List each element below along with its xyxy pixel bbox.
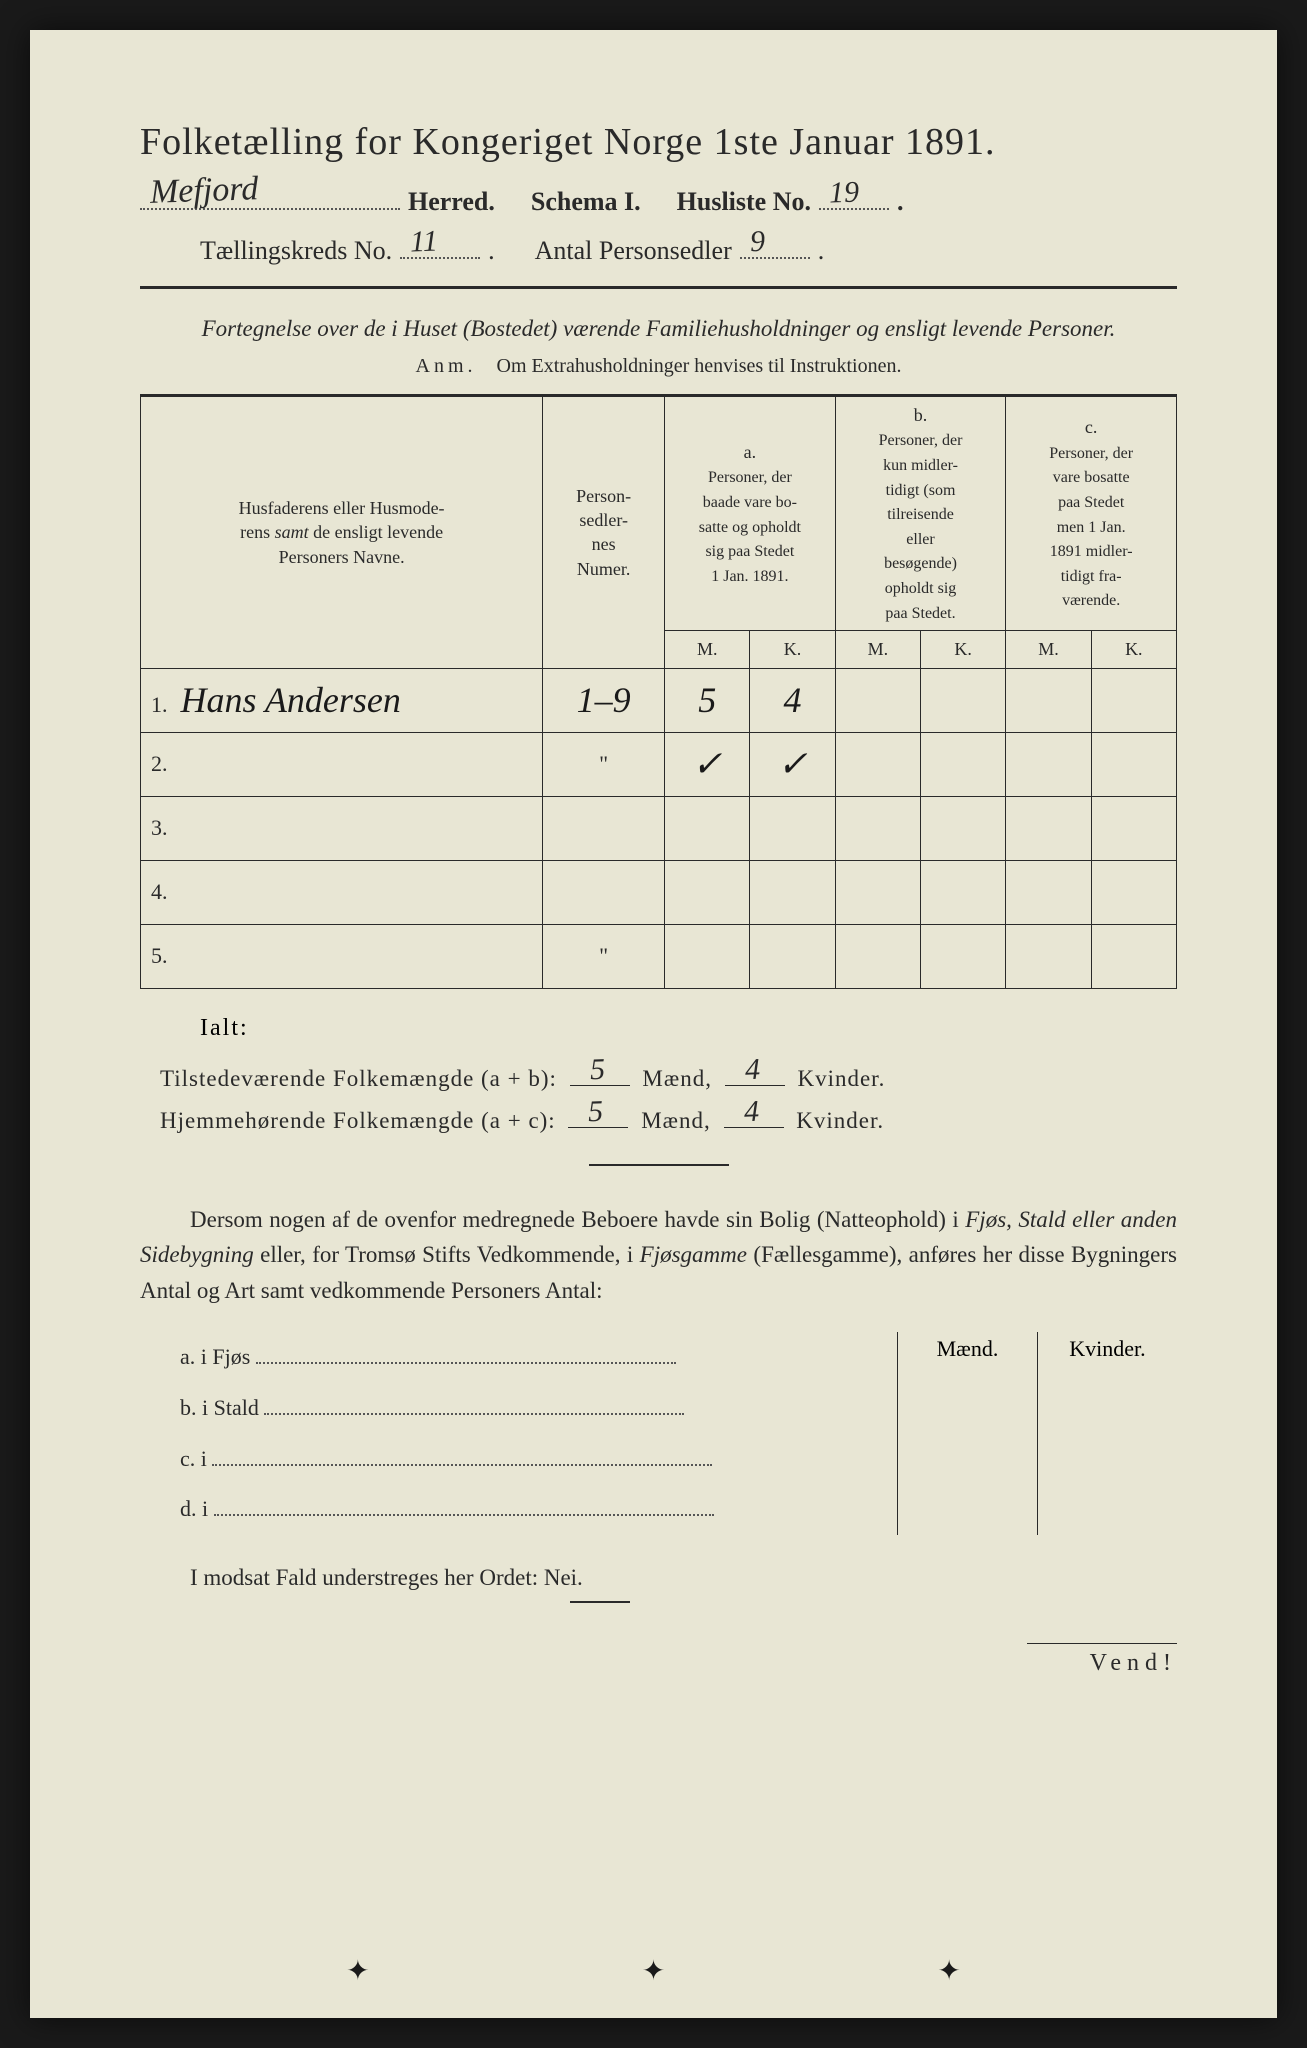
kvinder-col: Kvinder. xyxy=(1038,1332,1177,1534)
census-table: Husfaderens eller Husmode-rens samt de e… xyxy=(140,394,1177,988)
bottom-mk-cols: Mænd. Kvinder. xyxy=(897,1332,1177,1534)
col-c-head: c. Personer, dervare bosattepaa Stedetme… xyxy=(1006,396,1177,631)
col-c-m: M. xyxy=(1006,631,1091,668)
bottom-block: a. i Fjøs b. i Stald c. i d. i Mænd. Kvi… xyxy=(140,1332,1177,1534)
antal-field: 9 xyxy=(740,231,810,259)
header-row-2: Tællingskreds No. 11 . Antal Personsedle… xyxy=(140,231,1177,266)
husliste-label: Husliste No. xyxy=(677,187,811,217)
kreds-handwritten: 11 xyxy=(410,225,439,260)
nei-line: I modsat Fald understreges her Ordet: Ne… xyxy=(190,1565,1177,1591)
col-a-m: M. xyxy=(665,631,750,668)
antal-label: Antal Personsedler xyxy=(535,236,732,266)
col-b-head: b. Personer, derkun midler-tidigt (somti… xyxy=(835,396,1006,631)
list-item: b. i Stald xyxy=(180,1383,897,1434)
list-item: d. i xyxy=(180,1484,897,1535)
summary-line-1: Tilstedeværende Folkemængde (a + b): 5 M… xyxy=(160,1060,1177,1092)
table-row: 1. Hans Andersen 1–9 5 4 xyxy=(141,668,1177,732)
schema-label: Schema I. xyxy=(531,187,641,217)
divider-short xyxy=(589,1164,729,1166)
col-b-k: K. xyxy=(921,631,1006,668)
antal-handwritten: 9 xyxy=(749,225,765,260)
table-body: 1. Hans Andersen 1–9 5 4 2. " ✓ ✓ 3. 4. xyxy=(141,668,1177,988)
anm-text: Om Extrahusholdninger henvises til Instr… xyxy=(497,355,902,377)
col-c-k: K. xyxy=(1091,631,1176,668)
husliste-handwritten: 19 xyxy=(828,175,859,210)
husliste-field: 19 xyxy=(819,182,889,210)
col-a-head: a. Personer, derbaade vare bo-satte og o… xyxy=(665,396,836,631)
annotation-line: Anm. Om Extrahusholdninger henvises til … xyxy=(140,355,1177,378)
kreds-label: Tællingskreds No. xyxy=(200,236,392,266)
herred-field: Mefjord xyxy=(140,182,400,210)
table-row: 3. xyxy=(141,796,1177,860)
bottom-list: a. i Fjøs b. i Stald c. i d. i xyxy=(140,1332,897,1534)
vend-label: Vend! xyxy=(1027,1643,1177,1677)
summary-line-2: Hjemmehørende Folkemængde (a + c): 5 Mæn… xyxy=(160,1102,1177,1134)
col-a-k: K. xyxy=(750,631,835,668)
ialt-label: Ialt: xyxy=(200,1015,1177,1042)
punch-marks: ✦✦✦ xyxy=(30,1954,1277,1988)
col-names: Husfaderens eller Husmode-rens samt de e… xyxy=(141,396,543,668)
list-item: c. i xyxy=(180,1434,897,1485)
anm-prefix: Anm. xyxy=(416,355,477,377)
table-row: 5. " xyxy=(141,924,1177,988)
herred-label: Herred. xyxy=(408,187,495,217)
kreds-field: 11 xyxy=(400,231,480,259)
subtitle: Fortegnelse over de i Huset (Bostedet) v… xyxy=(140,313,1177,345)
page-title: Folketælling for Kongeriget Norge 1ste J… xyxy=(140,120,1177,164)
table-row: 4. xyxy=(141,860,1177,924)
divider-1 xyxy=(140,286,1177,289)
table-row: 2. " ✓ ✓ xyxy=(141,732,1177,796)
col-b-m: M. xyxy=(835,631,920,668)
herred-handwritten: Mefjord xyxy=(149,170,259,212)
maend-col: Mænd. xyxy=(898,1332,1038,1534)
col-numer: Person-sedler-nesNumer. xyxy=(543,396,665,668)
nei-underline xyxy=(570,1601,630,1603)
list-item: a. i Fjøs xyxy=(180,1332,897,1383)
census-form-page: Folketælling for Kongeriget Norge 1ste J… xyxy=(30,30,1277,2018)
paragraph: Dersom nogen af de ovenfor medregnede Be… xyxy=(140,1202,1177,1309)
header-row-1: Mefjord Herred. Schema I. Husliste No. 1… xyxy=(140,182,1177,217)
